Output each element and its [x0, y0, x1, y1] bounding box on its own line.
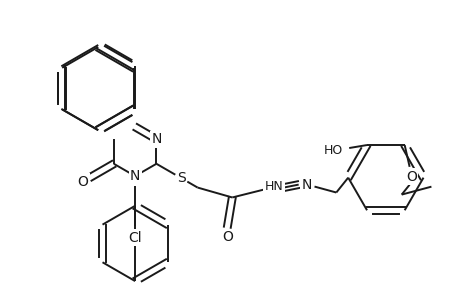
Text: O: O [77, 175, 88, 189]
Text: O: O [405, 170, 416, 184]
Text: HN: HN [264, 180, 283, 193]
Text: N: N [301, 178, 311, 192]
Text: N: N [151, 132, 161, 146]
Text: S: S [177, 171, 185, 185]
Text: HO: HO [323, 143, 342, 157]
Text: N: N [129, 169, 140, 183]
Text: Cl: Cl [128, 230, 142, 244]
Text: O: O [221, 230, 232, 244]
